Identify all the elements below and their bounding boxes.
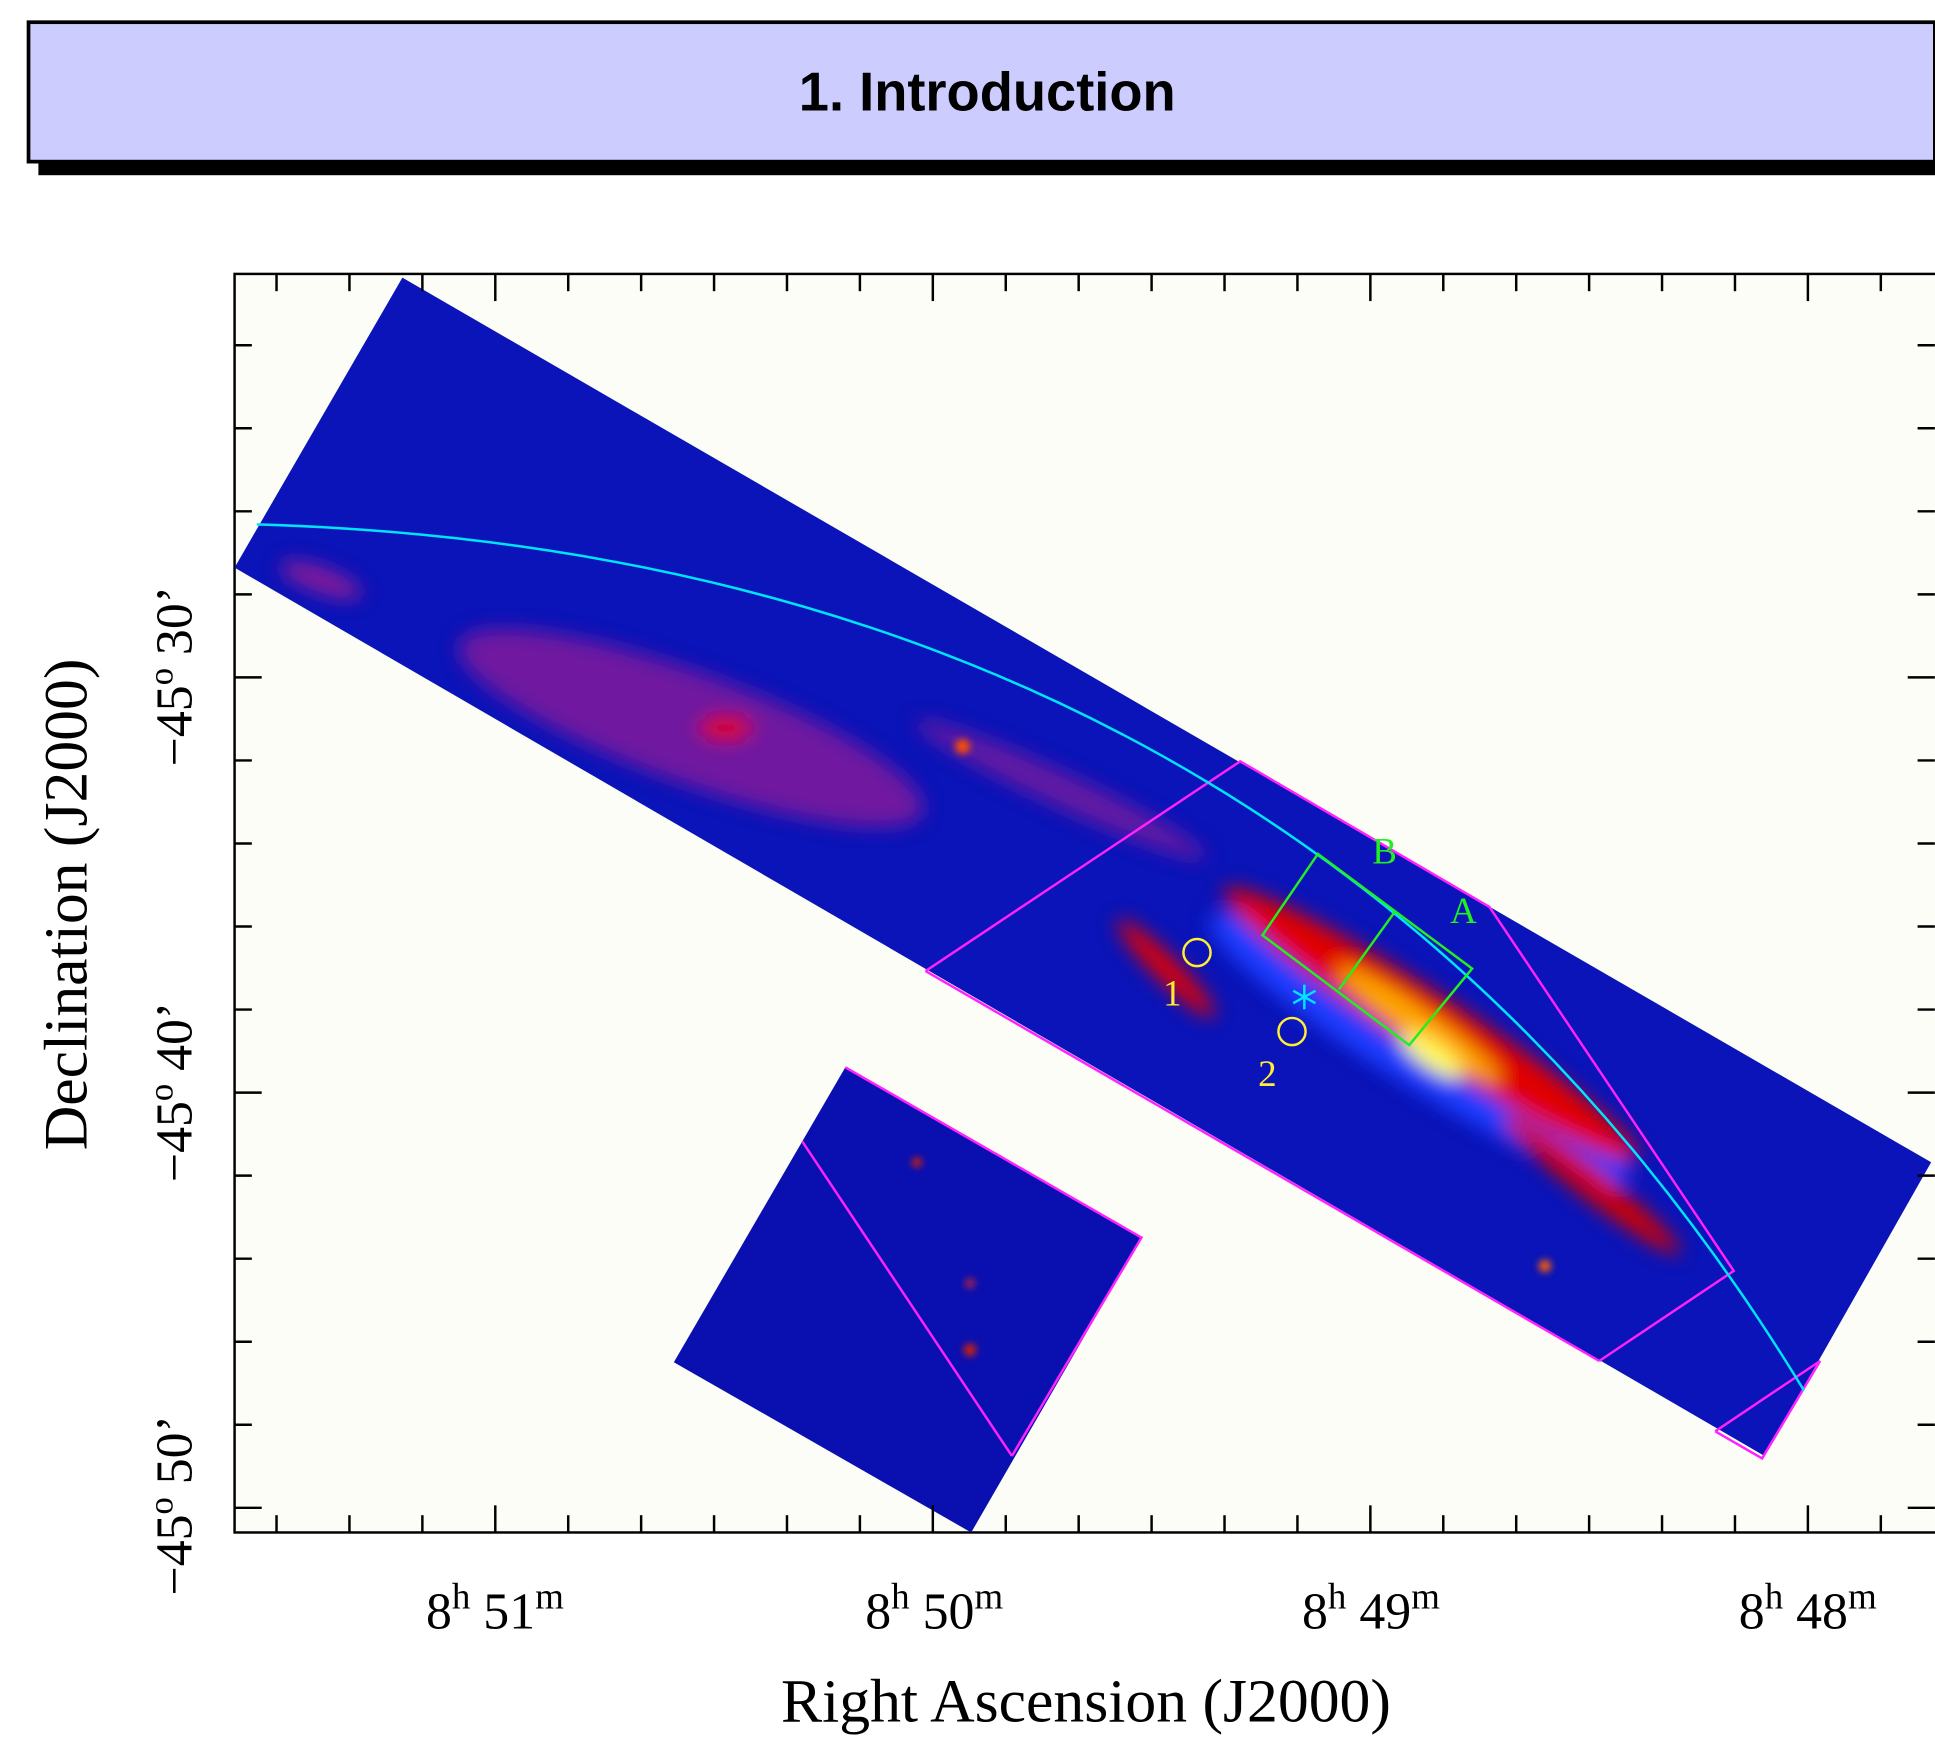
annotation: B xyxy=(1372,832,1397,873)
label-part: m xyxy=(1848,1576,1877,1617)
annotation: 2 xyxy=(1258,1054,1276,1095)
label-part: 50’ xyxy=(146,1415,203,1497)
x-axis-label: Right Ascension (J2000) xyxy=(781,1667,1391,1735)
label-part: 8 xyxy=(1739,1584,1765,1641)
label-part: 8 xyxy=(426,1584,452,1641)
label-part: 51 xyxy=(470,1584,535,1641)
label-part: h xyxy=(1765,1576,1784,1617)
label-part: 8 xyxy=(865,1584,891,1641)
label-part: h xyxy=(1328,1576,1347,1617)
y-tick-label: −45o 40’ xyxy=(142,1002,203,1182)
label-part: o xyxy=(142,668,180,685)
y-tick-label: −45o 50’ xyxy=(142,1415,203,1595)
label-part: 8 xyxy=(1302,1584,1328,1641)
label-part: o xyxy=(142,1084,180,1101)
label-part: 50 xyxy=(910,1584,975,1641)
label-part: −45 xyxy=(146,1101,203,1182)
header-title: 1. Introduction xyxy=(799,62,1176,123)
annotation: 1 xyxy=(1163,974,1182,1015)
source-circles xyxy=(1182,937,1307,1047)
y-axis-label: Declination (J2000) xyxy=(33,659,101,1151)
label-part: 49 xyxy=(1346,1584,1411,1641)
x-tick-label: 8h 49m xyxy=(1302,1576,1440,1640)
x-tick-label: 8h 50m xyxy=(865,1576,1003,1640)
region-outlines xyxy=(801,759,1822,1461)
center-marker xyxy=(1292,984,1317,1010)
label-part: m xyxy=(1411,1576,1440,1617)
y-tick-label: −45o 30’ xyxy=(142,586,203,766)
label-part: m xyxy=(535,1576,564,1617)
label-part: 48 xyxy=(1783,1584,1848,1641)
label-part: h xyxy=(452,1576,471,1617)
x-tick-label: 8h 51m xyxy=(426,1576,564,1640)
cyan-curve xyxy=(256,523,1806,1392)
annotation: A xyxy=(1450,891,1477,932)
label-part: o xyxy=(142,1497,180,1514)
header-box xyxy=(26,20,1935,164)
axis-ticks xyxy=(234,273,1935,1533)
label-part: 30’ xyxy=(146,586,203,668)
tick-labels: 8h 51m 8h 50m 8h 49m 8h 48m−45o 30’−45o 40’… xyxy=(142,586,1877,1641)
label-part: −45 xyxy=(146,685,203,766)
x-tick-label: 8h 48m xyxy=(1739,1576,1877,1640)
label-part: −45 xyxy=(146,1514,203,1595)
label-part: 40’ xyxy=(146,1002,203,1084)
label-part: m xyxy=(974,1576,1003,1617)
label-part: h xyxy=(891,1576,910,1617)
slit-boxes xyxy=(1260,852,1474,1047)
